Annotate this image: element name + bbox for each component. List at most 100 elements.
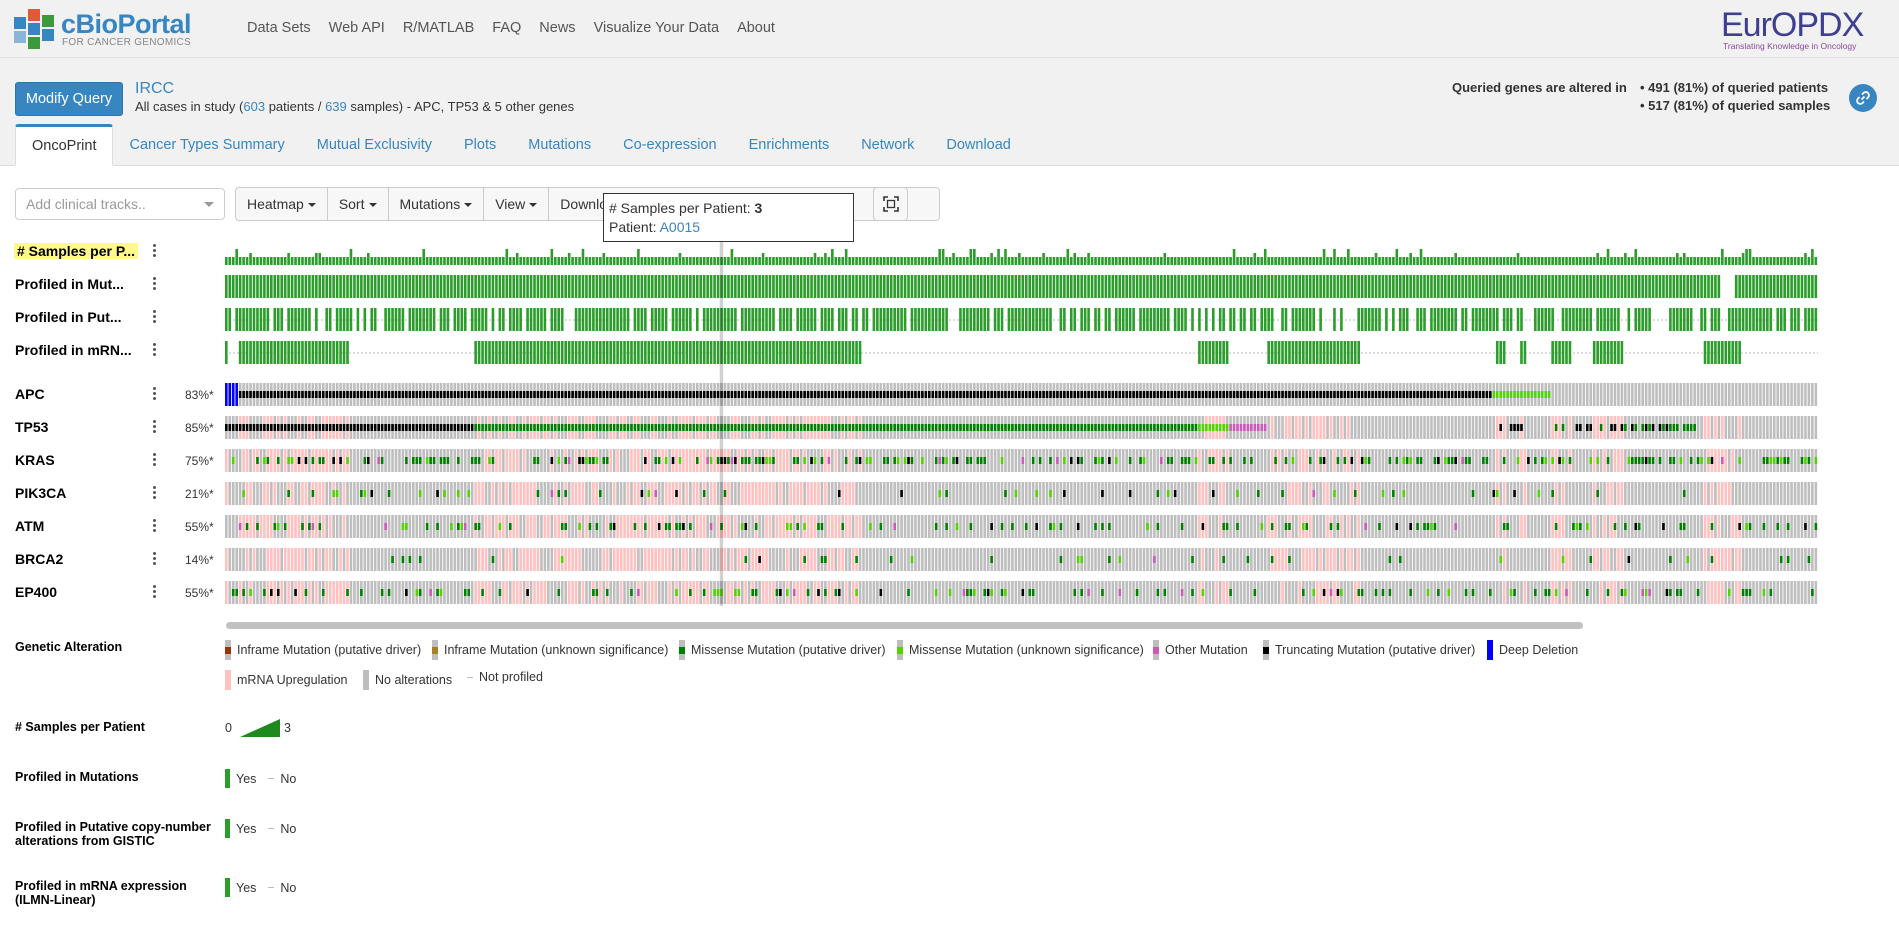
mutation-mark	[1360, 391, 1364, 398]
nav-data-sets[interactable]: Data Sets	[247, 20, 311, 36]
track-label-samples-per-patient[interactable]: # Samples per P...	[14, 243, 139, 259]
mutation-mark	[1163, 391, 1167, 398]
gene-cell	[924, 482, 928, 505]
patients-count-link[interactable]: 603	[243, 99, 266, 114]
mutation-mark	[817, 391, 820, 398]
gene-cell	[294, 515, 297, 538]
tab-oncoprint[interactable]: OncoPrint	[15, 124, 114, 166]
track-menu-dots-icon[interactable]	[153, 420, 157, 434]
gene-cell	[1779, 383, 1783, 406]
nav-r-matlab[interactable]: R/MATLAB	[402, 20, 475, 36]
gene-cell	[990, 482, 993, 505]
tab-network[interactable]: Network	[861, 137, 915, 153]
profiled-cna-bar	[727, 308, 730, 331]
profiled-cna-bar	[1475, 308, 1478, 331]
mutation-mark	[1146, 424, 1149, 431]
mutation-mark	[706, 424, 709, 431]
mutation-mark	[1814, 523, 1818, 530]
view-dropdown[interactable]: View	[484, 188, 550, 220]
profiled-mrna-bar	[342, 341, 346, 364]
study-name-link[interactable]: IRCC	[135, 80, 175, 97]
mutation-mark	[1319, 391, 1322, 398]
profiled-mut-bar	[571, 275, 574, 298]
track-menu-dots-icon[interactable]	[153, 552, 157, 566]
track-menu-dots-icon[interactable]	[153, 519, 157, 533]
mutation-mark	[519, 424, 522, 431]
samples-bar	[1080, 257, 1083, 265]
tab-cancer-types-summary[interactable]: Cancer Types Summary	[129, 137, 285, 153]
tab-mutual-exclusivity[interactable]: Mutual Exclusivity	[316, 137, 432, 153]
samples-count-link[interactable]: 639	[325, 99, 347, 114]
gene-cell	[377, 482, 380, 505]
add-clinical-tracks-select[interactable]: Add clinical tracks..	[15, 188, 225, 220]
share-link-button[interactable]	[1849, 84, 1877, 112]
mutation-mark	[938, 391, 941, 398]
track-menu-dots-icon[interactable]	[153, 486, 157, 500]
track-label-profiled-mutations[interactable]: Profiled in Mut...	[15, 276, 124, 292]
europdx-logo[interactable]: EurOPDX Translating Knowledge in Oncolog…	[1718, 4, 1883, 52]
fit-to-screen-button[interactable]	[873, 187, 908, 221]
mutation-mark	[1121, 424, 1125, 431]
track-label-apc[interactable]: APC	[15, 386, 45, 402]
track-label-profiled-mrna[interactable]: Profiled in mRN...	[15, 342, 132, 358]
gene-cell	[1617, 383, 1620, 406]
track-menu-dots-icon[interactable]	[153, 244, 157, 258]
mutation-mark	[1236, 490, 1239, 497]
mutations-dropdown[interactable]: Mutations	[389, 188, 485, 220]
samples-bar	[1585, 257, 1589, 265]
tab-mutations[interactable]: Mutations	[528, 137, 592, 153]
mutation-mark	[647, 424, 651, 431]
profiled-cna-bar	[1568, 308, 1572, 331]
nav-web-api[interactable]: Web API	[328, 20, 385, 36]
tab-co-expression[interactable]: Co-expression	[623, 137, 717, 153]
gene-cell	[259, 482, 263, 505]
track-label-brca2[interactable]: BRCA2	[15, 551, 64, 567]
samples-bar	[1811, 249, 1814, 265]
nav-news[interactable]: News	[539, 20, 576, 36]
gene-cell	[1658, 383, 1662, 406]
oncoprint-grid[interactable]	[225, 238, 1820, 608]
profiled-cna-bar	[1173, 308, 1177, 331]
track-menu-dots-icon[interactable]	[153, 343, 157, 357]
track-menu-dots-icon[interactable]	[153, 310, 157, 324]
track-menu-dots-icon[interactable]	[153, 277, 157, 291]
gene-cell	[1769, 416, 1773, 439]
tooltip-patient-link[interactable]: A0015	[659, 219, 701, 235]
track-label-ep400[interactable]: EP400	[15, 584, 58, 600]
samples-bar	[1225, 257, 1229, 265]
profiled-cna-bar	[966, 308, 969, 331]
nav-about[interactable]: About	[737, 20, 775, 36]
track-menu-dots-icon[interactable]	[153, 387, 157, 401]
gene-cell	[1118, 449, 1122, 472]
gene-cell	[1693, 482, 1696, 505]
profiled-mrna-bar	[560, 341, 564, 364]
track-label-atm[interactable]: ATM	[15, 518, 45, 534]
track-label-profiled-putative-cna[interactable]: Profiled in Put...	[15, 309, 122, 325]
cbioportal-logo[interactable]: cBioPortal FOR CANCER GENOMICS	[14, 7, 204, 51]
profiled-mut-bar	[792, 275, 796, 298]
gene-cell	[405, 482, 408, 505]
track-label-tp53[interactable]: TP53	[15, 419, 49, 435]
track-menu-dots-icon[interactable]	[153, 585, 157, 599]
profiled-mrna-bar	[619, 341, 623, 364]
nav-visualize[interactable]: Visualize Your Data	[593, 20, 720, 36]
mutation-mark	[1049, 391, 1052, 398]
mutation-mark	[1520, 391, 1523, 398]
track-label-kras[interactable]: KRAS	[15, 452, 55, 468]
sort-dropdown[interactable]: Sort	[328, 188, 389, 220]
tab-plots[interactable]: Plots	[463, 137, 497, 153]
track-label-pik3ca[interactable]: PIK3CA	[15, 485, 67, 501]
mutation-mark	[474, 457, 477, 464]
profiled-mut-bar	[1069, 275, 1073, 298]
tab-enrichments[interactable]: Enrichments	[748, 137, 830, 153]
profiled-mrna-bar	[799, 341, 803, 364]
mutation-mark	[1343, 457, 1347, 464]
nav-faq[interactable]: FAQ	[492, 20, 522, 36]
tab-download[interactable]: Download	[946, 137, 1011, 153]
profiled-mut-bar	[907, 275, 910, 298]
heatmap-dropdown[interactable]: Heatmap	[236, 188, 328, 220]
track-menu-dots-icon[interactable]	[153, 453, 157, 467]
profiled-mrna-bar	[276, 341, 280, 364]
mutation-mark	[405, 424, 408, 431]
modify-query-button[interactable]: Modify Query	[15, 82, 123, 116]
